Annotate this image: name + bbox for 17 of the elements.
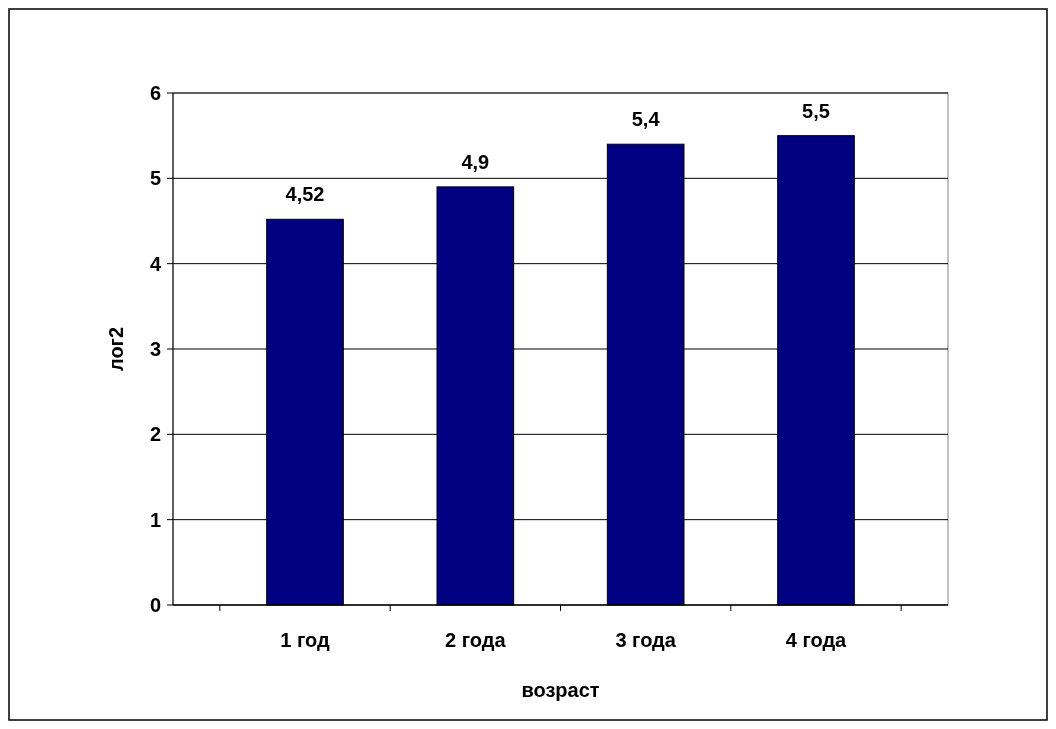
x-tick-label: 2 года [445,629,507,651]
x-tick-label: 1 год [280,629,330,651]
data-label: 4,52 [285,183,325,206]
data-label: 5,5 [802,99,830,122]
data-label: 4,9 [461,150,490,173]
y-tick-label: 4 [149,252,162,275]
data-label: 5,4 [631,108,661,131]
y-tick-label: 1 [149,508,161,531]
x-tick-label: 4 года [785,629,848,651]
y-tick-label: 3 [149,338,161,360]
y-tick-label: 5 [149,167,161,190]
x-axis-title: возраст [521,679,600,701]
y-tick-label: 2 [149,423,161,446]
y-tick-label: 0 [149,594,161,616]
y-tick-label: 6 [149,82,161,104]
y-axis-title: лог2 [105,326,127,372]
x-tick-label: 3 года [615,629,677,651]
